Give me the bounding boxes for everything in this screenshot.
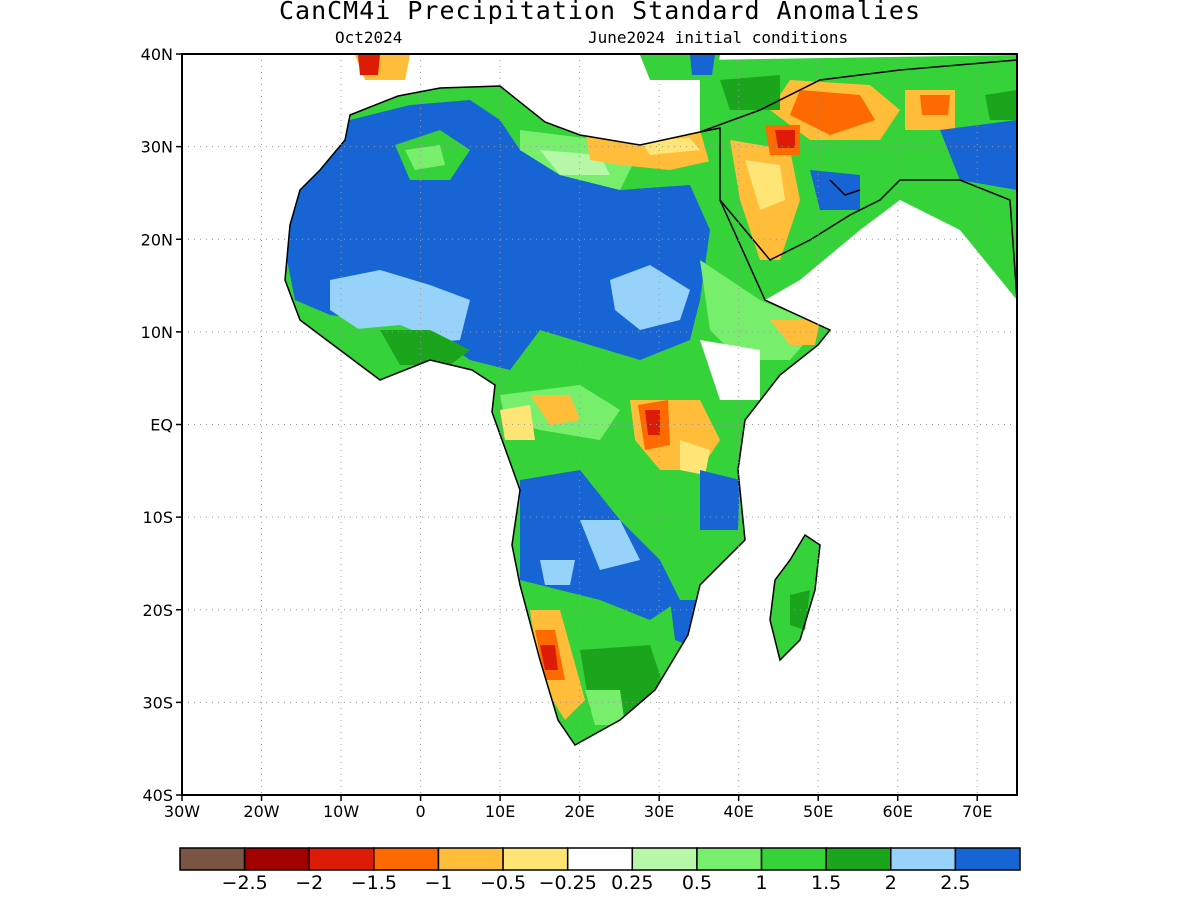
lat-tick-label: 30N	[141, 138, 173, 157]
colorbar-label: −1.5	[351, 872, 397, 894]
colorbar-swatch	[243, 847, 310, 871]
lat-tick-label: 20S	[142, 601, 173, 620]
lon-tick-label: 0	[415, 802, 425, 821]
lat-tick-label: 30S	[142, 693, 173, 712]
colorbar-label: −0.5	[480, 872, 526, 894]
coastlines	[284, 59, 1017, 746]
colorbar	[179, 847, 1021, 871]
lon-tick-label: 20E	[564, 802, 594, 821]
lon-tick-label: 20W	[243, 802, 279, 821]
colorbar-swatch	[179, 847, 246, 871]
colorbar-swatch	[954, 847, 1021, 871]
lon-tick-label: 10E	[485, 802, 515, 821]
colorbar-swatch	[825, 847, 892, 871]
lat-tick-label: 10N	[141, 323, 173, 342]
colorbar-label: 1	[755, 872, 767, 894]
lon-tick-label: 40E	[723, 802, 753, 821]
colorbar-label: 2.5	[940, 872, 970, 894]
lon-tick-label: 30W	[164, 802, 200, 821]
latitude-labels: 40N 30N 20N 10N EQ 10S 20S 30S 40S	[141, 45, 173, 805]
lat-tick-label: EQ	[150, 416, 173, 435]
colorbar-label: 0.25	[611, 872, 653, 894]
lat-tick-label: 40N	[141, 45, 173, 64]
longitude-labels: 30W 20W 10W 0 10E 20E 30E 40E 50E 60E 70E	[164, 802, 993, 821]
map-border	[181, 53, 1018, 796]
lon-tick-label: 70E	[962, 802, 992, 821]
colorbar-swatch	[308, 847, 375, 871]
lon-tick-label: 50E	[803, 802, 833, 821]
colorbar-label: 1.5	[811, 872, 841, 894]
lat-tick-label: 20N	[141, 230, 173, 249]
colorbar-label: 2	[885, 872, 897, 894]
colorbar-swatch	[373, 847, 440, 871]
colorbar-swatch	[631, 847, 698, 871]
colorbar-labels: −2.5 −2 −1.5 −1 −0.5 −0.25 0.25 0.5 1 1.5 2 2.5	[222, 872, 971, 894]
colorbar-label: −1	[424, 872, 452, 894]
lat-tick-label: 40S	[142, 786, 173, 805]
colorbar-label: −2.5	[222, 872, 268, 894]
lon-tick-label: 60E	[882, 802, 912, 821]
colorbar-swatch	[502, 847, 569, 871]
initial-conditions: June2024 initial conditions	[588, 28, 849, 47]
colorbar-label: −2	[295, 872, 323, 894]
lat-tick-label: 10S	[142, 508, 173, 527]
lon-tick-label: 30E	[644, 802, 674, 821]
colorbar-swatch	[696, 847, 763, 871]
chart-title: CanCM4i Precipitation Standard Anomalies	[278, 0, 922, 25]
colorbar-swatch	[890, 847, 957, 871]
lon-tick-label: 10W	[323, 802, 359, 821]
colorbar-label: 0.5	[682, 872, 712, 894]
colorbar-swatch	[566, 847, 634, 871]
colorbar-swatch	[437, 847, 504, 871]
colorbar-label: −0.25	[539, 872, 597, 894]
colorbar-swatch	[760, 847, 827, 871]
forecast-month: Oct2024	[335, 28, 403, 47]
